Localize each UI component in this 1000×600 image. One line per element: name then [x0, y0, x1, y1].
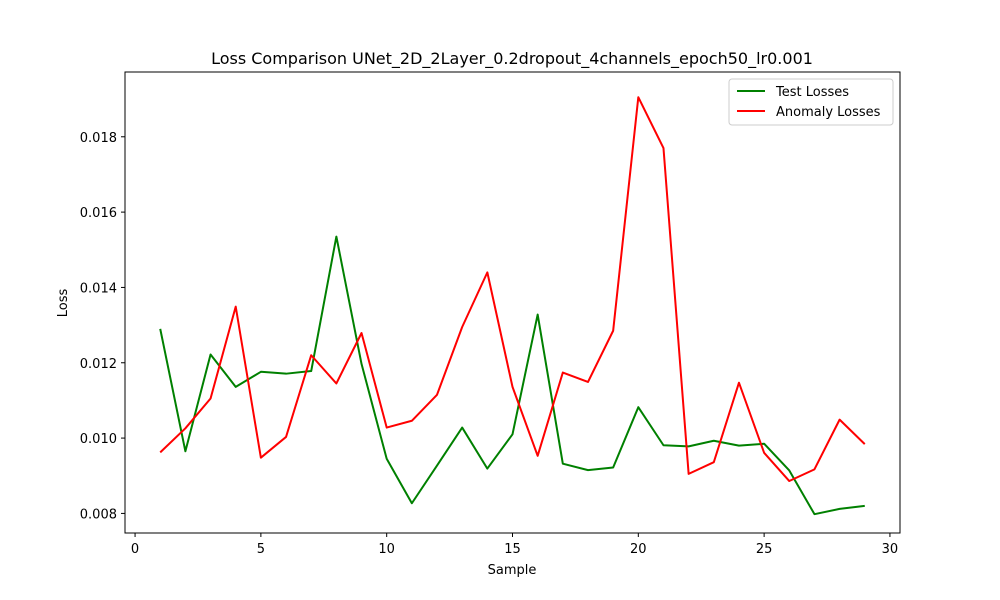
y-tick-label: 0.012	[80, 357, 117, 372]
x-tick-label: 0	[131, 542, 139, 557]
x-axis: 0 5 10 15 20 25 30	[131, 533, 898, 557]
series-line-anomaly-losses	[159, 96, 866, 483]
y-tick-label: 0.014	[80, 281, 117, 296]
x-axis-label: Sample	[488, 563, 537, 578]
x-tick-label: 25	[756, 542, 773, 557]
x-tick-label: 30	[882, 542, 899, 557]
series-line-test-losses	[159, 235, 865, 516]
legend-box	[728, 78, 894, 126]
x-tick-label: 15	[504, 542, 521, 557]
y-axis: 0.008 0.010 0.012 0.014 0.016 0.018	[80, 131, 125, 522]
legend-label-test-losses: Test Losses	[775, 85, 849, 100]
chart-title: Loss Comparison UNet_2D_2Layer_0.2dropou…	[211, 49, 813, 69]
x-tick-label: 20	[630, 542, 647, 557]
x-tick-label: 10	[378, 542, 395, 557]
legend: Test Losses Anomaly Losses	[728, 78, 894, 126]
y-tick-label: 0.008	[80, 507, 117, 522]
y-tick-label: 0.010	[80, 432, 117, 447]
x-tick-label: 5	[257, 542, 265, 557]
y-axis-label: Loss	[56, 289, 71, 318]
legend-label-anomaly-losses: Anomaly Losses	[776, 105, 881, 120]
y-tick-label: 0.018	[80, 131, 117, 146]
y-tick-label: 0.016	[80, 206, 117, 221]
